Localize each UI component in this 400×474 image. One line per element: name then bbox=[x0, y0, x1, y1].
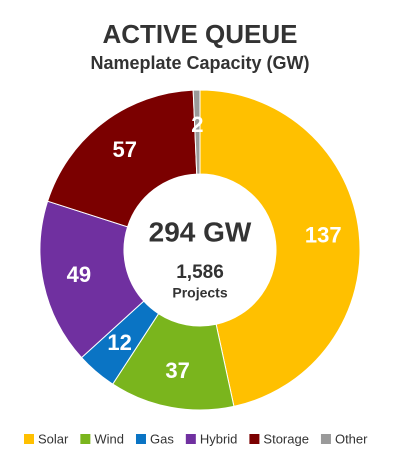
center-caption: Projects bbox=[172, 285, 227, 301]
legend-swatch bbox=[185, 434, 196, 444]
legend-swatch bbox=[135, 434, 146, 444]
center-total: 294 GW bbox=[149, 216, 252, 247]
data-label: 12 bbox=[107, 330, 131, 355]
data-label: 49 bbox=[67, 262, 91, 287]
legend-label: Wind bbox=[94, 431, 124, 446]
donut-slice bbox=[192, 89, 201, 175]
chart-title: ACTIVE QUEUE bbox=[102, 19, 297, 49]
center-count: 1,586 bbox=[176, 262, 224, 283]
legend-label: Solar bbox=[38, 431, 69, 446]
legend-swatch bbox=[80, 434, 91, 444]
data-label: 37 bbox=[165, 358, 189, 383]
donut-slice bbox=[199, 89, 361, 407]
legend-label: Other bbox=[335, 431, 368, 446]
data-label: 57 bbox=[113, 137, 137, 162]
legend-label: Hybrid bbox=[200, 431, 238, 446]
legend-label: Gas bbox=[150, 431, 174, 446]
donut-slice bbox=[46, 89, 198, 228]
chart-subtitle: Nameplate Capacity (GW) bbox=[90, 53, 309, 73]
data-label: 137 bbox=[305, 223, 342, 248]
legend-label: Storage bbox=[263, 431, 309, 446]
legend-swatch bbox=[320, 434, 331, 444]
donut-slice bbox=[39, 200, 145, 359]
data-label: 2 bbox=[191, 112, 203, 137]
legend-swatch bbox=[24, 434, 34, 444]
legend-swatch bbox=[249, 434, 260, 444]
